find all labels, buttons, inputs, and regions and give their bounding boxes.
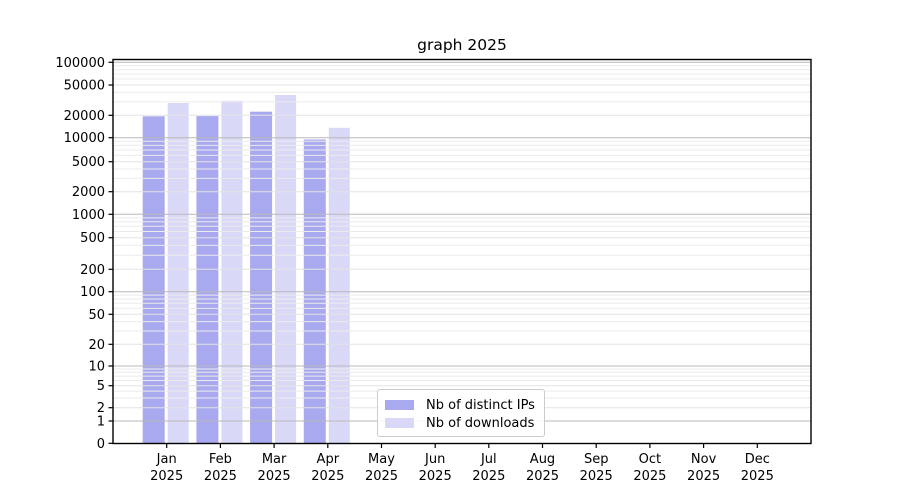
x-tick-label-month-jul: Jul: [480, 452, 497, 467]
x-tick-label-year-apr: 2025: [311, 469, 344, 484]
y-tick-label-5: 5: [97, 379, 105, 394]
y-tick-label-100000: 100000: [55, 56, 105, 71]
x-tick-label-month-feb: Feb: [209, 452, 232, 467]
y-tick-label-20: 20: [88, 338, 105, 353]
y-tick-label-200: 200: [80, 263, 105, 278]
x-tick-label-month-nov: Nov: [691, 452, 717, 467]
x-tick-label-year-nov: 2025: [687, 469, 720, 484]
bar-nb-of-distinct-ips-feb: [196, 116, 219, 444]
x-tick-label-month-jan: Jan: [156, 452, 177, 467]
x-tick-label-month-jun: Jun: [424, 452, 445, 467]
y-tick-label-2000: 2000: [72, 185, 105, 200]
x-tick-label-month-dec: Dec: [745, 452, 770, 467]
y-tick-label-0: 0: [97, 437, 105, 452]
y-tick-label-2: 2: [97, 401, 105, 416]
bar-nb-of-downloads-apr: [328, 127, 350, 444]
x-tick-label-year-jun: 2025: [419, 469, 452, 484]
x-tick-label-month-mar: Mar: [262, 452, 287, 467]
bar-nb-of-distinct-ips-jan: [142, 116, 165, 444]
x-tick-label-year-sep: 2025: [580, 469, 613, 484]
y-tick-label-20000: 20000: [64, 109, 105, 124]
x-tick-label-month-oct: Oct: [639, 452, 661, 467]
x-tick-label-year-feb: 2025: [204, 469, 237, 484]
plot-border: [112, 58, 812, 445]
y-tick-label-100: 100: [80, 285, 105, 300]
chart-title: graph 2025: [417, 36, 507, 54]
legend-label-downloads: Nb of downloads: [426, 415, 535, 431]
legend-item-distinct-ips: Nb of distinct IPs: [385, 396, 536, 414]
legend-item-downloads: Nb of downloads: [385, 414, 536, 432]
y-tick-label-5000: 5000: [72, 155, 105, 170]
legend-swatch-downloads: [385, 418, 414, 428]
legend: Nb of distinct IPs Nb of downloads: [377, 389, 545, 437]
bar-nb-of-distinct-ips-mar: [250, 111, 273, 444]
x-tick-label-month-apr: Apr: [317, 452, 340, 467]
x-tick-label-year-mar: 2025: [258, 469, 291, 484]
y-tick-label-1000: 1000: [72, 208, 105, 223]
legend-label-distinct-ips: Nb of distinct IPs: [426, 397, 535, 413]
x-tick-label-year-dec: 2025: [741, 469, 774, 484]
x-tick-label-month-aug: Aug: [530, 452, 555, 467]
legend-swatch-distinct-ips: [385, 400, 414, 410]
y-tick-label-1: 1: [97, 415, 105, 430]
bar-nb-of-downloads-feb: [221, 100, 243, 444]
x-tick-label-year-oct: 2025: [633, 469, 666, 484]
x-tick-label-year-aug: 2025: [526, 469, 559, 484]
y-tick-label-50000: 50000: [64, 79, 105, 94]
bar-nb-of-downloads-jan: [167, 103, 189, 444]
x-tick-label-month-may: May: [368, 452, 395, 467]
x-tick-label-year-may: 2025: [365, 469, 398, 484]
y-tick-label-50: 50: [88, 308, 105, 323]
y-tick-label-10: 10: [88, 360, 105, 375]
y-tick-label-500: 500: [80, 231, 105, 246]
x-tick-label-year-jan: 2025: [150, 469, 183, 484]
x-tick-label-month-sep: Sep: [584, 452, 609, 467]
x-tick-label-year-jul: 2025: [472, 469, 505, 484]
y-tick-label-10000: 10000: [64, 131, 105, 146]
